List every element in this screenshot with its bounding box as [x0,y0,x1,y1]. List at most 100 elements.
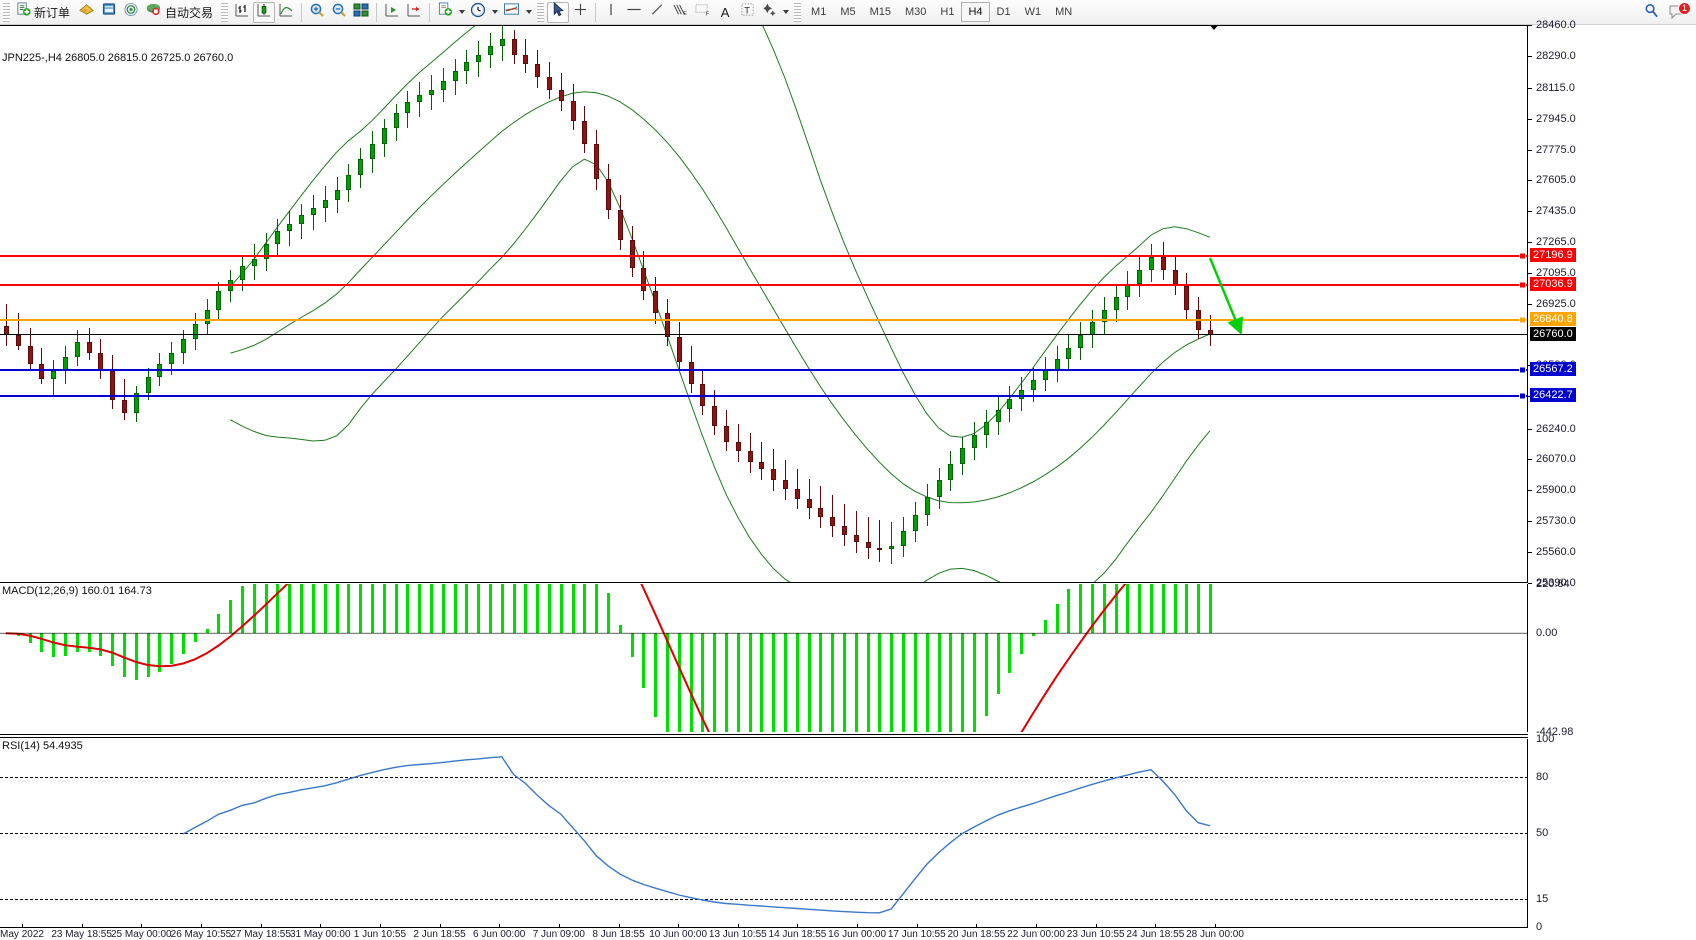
signals-button[interactable] [120,2,142,23]
channel-icon: F [694,2,711,22]
vertical-line-button[interactable] [600,2,622,23]
price-line-handle[interactable] [1519,366,1526,374]
auto-trading-button[interactable]: 自动交易 [142,2,218,23]
timeframe-button-h1[interactable]: H1 [940,6,955,18]
candle-body [145,376,151,394]
price-line-current-price[interactable] [0,333,1527,335]
price-axis-tick-label: 25900.0 [1536,484,1576,497]
data-window-button[interactable] [98,2,120,23]
indicators-dropdown-caret[interactable] [456,2,467,23]
candle-body [535,64,541,77]
candle-body [523,55,529,65]
price-tag-current-price[interactable]: 26760.0 [1530,326,1576,341]
auto-scroll-button[interactable] [381,2,403,23]
timeframe-button-m15[interactable]: M15 [869,6,891,18]
rsi-axis-tick-label: 0 [1536,921,1543,933]
search-icon[interactable] [1643,2,1660,24]
toolbar-grip-3[interactable] [537,2,545,22]
price-axis-tick-label: 25390.0 [1536,577,1576,589]
fibonacci-button[interactable]: E [668,2,691,23]
candle-body [794,489,800,499]
toolbar-grip-2[interactable] [221,2,229,22]
time-axis-tick [81,924,83,928]
time-axis[interactable]: May 2022 23 May 18:55 25 May 00:00 26 May 1… [0,924,1528,940]
channel-button[interactable]: F [691,2,714,23]
price-line-handle[interactable] [1519,281,1526,289]
price-line-handle[interactable] [1519,252,1526,260]
macd-histogram-bar [1090,584,1094,634]
timeframe-button-d1[interactable]: D1 [996,6,1011,18]
rsi-panel[interactable]: RSI(14) 54.4935 [0,739,1528,927]
crosshair-button[interactable] [569,2,591,23]
templates-button[interactable] [500,2,523,23]
macd-histogram-bar [890,633,894,732]
timeframe-button-mn[interactable]: MN [1055,6,1073,18]
candle-body [452,71,458,81]
bar-chart-button[interactable] [231,2,253,23]
price-axis-column[interactable]: 28460.0 28290.0 28115.0 27945.0 27775.0 27605… [1528,19,1696,940]
chart-shift-button[interactable] [403,2,425,23]
macd-histogram-bar [984,633,988,717]
time-axis-tick [141,924,143,928]
price-line-resistance[interactable] [0,254,1527,257]
price-panel[interactable] [0,25,1528,583]
timeframe-button-m1[interactable]: M1 [811,6,827,18]
templates-icon [503,2,520,22]
zoom-out-button[interactable] [328,2,350,23]
candle-wick [832,494,834,537]
timeframe-button-m30[interactable]: M30 [905,6,927,18]
tile-windows-button[interactable] [350,2,372,23]
horizontal-line-button[interactable] [622,2,646,23]
toolbar-grip-4[interactable] [794,2,802,22]
macd-histogram-bar [760,633,764,732]
price-tag-resistance[interactable]: 27196.9 [1530,247,1576,262]
objects-button[interactable] [758,2,780,23]
timeframe-button-w1[interactable]: W1 [1024,6,1042,18]
chart-workspace: JPN225-,H4 26805.0 26815.0 26725.0 26760… [0,19,1696,940]
text-button[interactable]: A [714,2,736,23]
macd-histogram-bar [571,584,575,634]
line-chart-button[interactable] [275,2,297,23]
macd-histogram-bar [524,584,528,634]
macd-panel[interactable]: MACD(12,26,9) 160.01 164.73 [0,584,1528,732]
time-axis-tick [1095,924,1097,928]
candle-body [1078,334,1084,348]
templates-dropdown-caret[interactable] [523,2,534,23]
candlestick-chart-button[interactable] [253,1,276,23]
candle-body [263,244,269,259]
new-order-button[interactable]: 新订单 [13,2,75,23]
price-line-pivot[interactable] [0,319,1527,322]
price-axis-tick [1528,55,1532,57]
macd-histogram-bar [1114,584,1118,634]
macd-histogram-bar [854,633,858,732]
price-axis-tick-label: 26240.0 [1536,422,1576,435]
time-axis-label: 7 Jun 09:00 [532,929,585,940]
zoom-in-button[interactable] [306,2,328,23]
timeframe-button-h4[interactable]: H4 [961,2,990,22]
price-line-handle[interactable] [1519,392,1526,400]
period-button[interactable] [467,2,489,23]
expert-advisor-button[interactable] [75,2,98,23]
objects-dropdown-caret[interactable] [780,2,791,23]
time-axis-label: 22 Jun 00:00 [1007,929,1065,940]
macd-histogram-bar [1067,589,1071,634]
cursor-button[interactable] [547,1,570,23]
price-tag-pivot[interactable]: 26840.8 [1530,312,1576,327]
price-line-support[interactable] [0,369,1527,372]
price-line-resistance[interactable] [0,283,1527,286]
price-tag-support[interactable]: 26422.7 [1530,388,1576,403]
price-line-handle[interactable] [1519,316,1526,324]
timeframe-button-m5[interactable]: M5 [840,6,856,18]
price-line-support[interactable] [0,395,1527,398]
candle-body [275,231,281,245]
toolbar-grip[interactable] [3,2,10,22]
indicators-button[interactable] [434,2,456,23]
candle-body [1160,256,1166,270]
toolbar-right-group: 1 [1643,0,1691,25]
label-button[interactable]: T [736,2,758,23]
trendline-button[interactable] [646,2,668,23]
notification-icon[interactable]: 1 [1668,1,1691,23]
period-dropdown-caret[interactable] [489,2,500,23]
price-tag-resistance[interactable]: 27036.9 [1530,276,1576,291]
price-tag-support[interactable]: 26567.2 [1530,362,1576,377]
